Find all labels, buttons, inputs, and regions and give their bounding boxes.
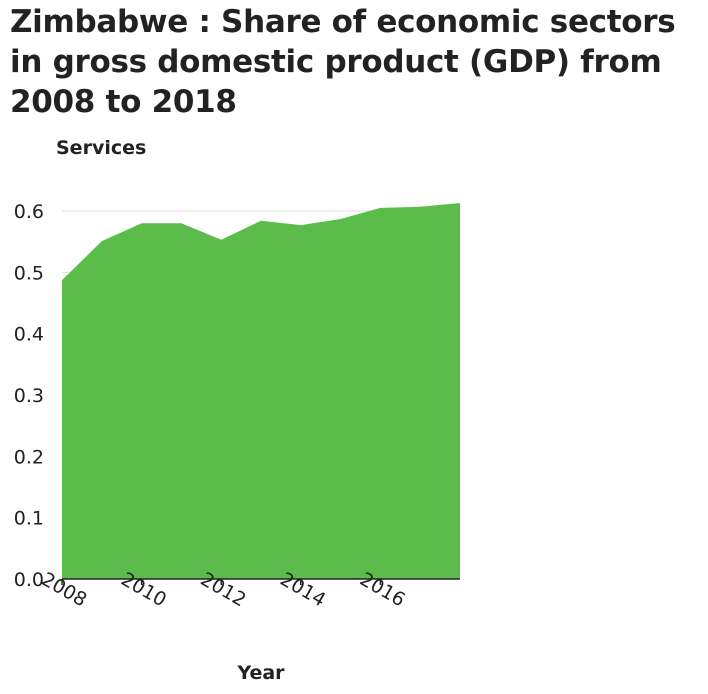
y-tick-label: 0.4 — [14, 324, 44, 346]
y-tick-label: 0.6 — [14, 201, 44, 223]
chart-title: Zimbabwe : Share of economic sectors in … — [10, 4, 676, 120]
x-axis-label: Year — [236, 662, 285, 684]
y-tick-label: 0.2 — [14, 446, 44, 468]
services-area — [62, 203, 460, 579]
y-tick-label: 0.5 — [14, 262, 44, 284]
y-tick-label: 0.3 — [14, 385, 44, 407]
y-axis: 0.0 0.1 0.2 0.3 0.4 0.5 0.6 — [14, 201, 44, 591]
y-axis-label: Services — [56, 137, 146, 159]
y-tick-label: 0.1 — [14, 508, 44, 530]
y-tick-label: 0.0 — [14, 569, 44, 591]
